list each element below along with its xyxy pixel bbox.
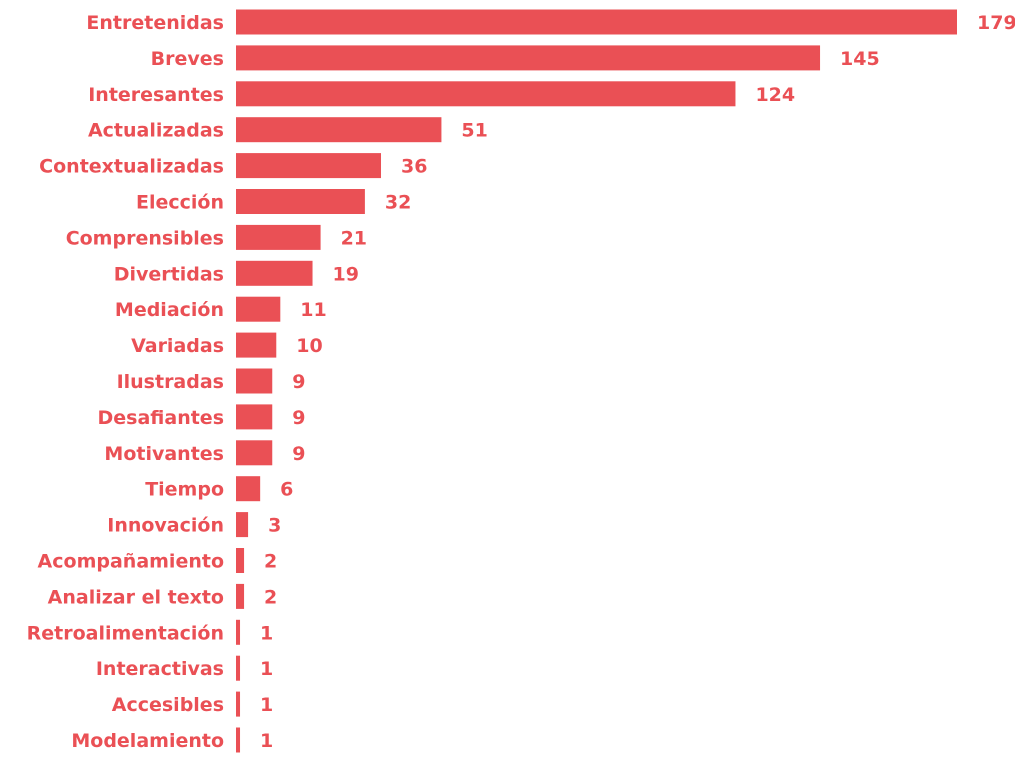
- bar-breves: [236, 45, 821, 71]
- bar-comprensibles: [236, 224, 321, 250]
- bar-retroalimentacion: [236, 619, 241, 645]
- value-label-analizar-el-texto: 2: [264, 586, 277, 608]
- category-label-entretenidas: Entretenidas: [86, 12, 224, 34]
- bar-acompanamiento: [236, 548, 245, 573]
- value-label-interactivas: 1: [260, 658, 273, 680]
- category-label-retroalimentacion: Retroalimentación: [27, 622, 224, 644]
- category-label-accesibles: Accesibles: [112, 694, 224, 716]
- bar-contextualizadas: [236, 153, 382, 179]
- category-label-breves: Breves: [151, 48, 224, 70]
- category-label-ilustradas: Ilustradas: [117, 371, 224, 393]
- value-label-retroalimentacion: 1: [260, 622, 273, 644]
- value-label-variadas: 10: [296, 335, 322, 357]
- value-label-breves: 145: [840, 48, 880, 70]
- value-label-interesantes: 124: [755, 84, 795, 106]
- bar-tiempo: [236, 476, 261, 502]
- category-label-variadas: Variadas: [131, 335, 224, 357]
- category-label-motivantes: Motivantes: [104, 443, 224, 465]
- bar-actualizadas: [236, 117, 442, 143]
- bar-variadas: [236, 332, 277, 358]
- value-label-innovacion: 3: [268, 515, 281, 537]
- bar-mediacion: [236, 296, 281, 322]
- bar-ilustradas: [236, 368, 273, 394]
- bar-analizar-el-texto: [236, 583, 245, 609]
- category-label-eleccion: Elección: [136, 192, 224, 214]
- value-label-tiempo: 6: [280, 479, 293, 501]
- value-label-comprensibles: 21: [341, 227, 367, 249]
- value-label-ilustradas: 9: [292, 371, 305, 393]
- value-label-acompanamiento: 2: [264, 551, 277, 573]
- bar-interesantes: [236, 81, 736, 107]
- value-label-contextualizadas: 36: [401, 156, 427, 178]
- value-label-divertidas: 19: [333, 263, 359, 285]
- bar-motivantes: [236, 440, 273, 466]
- category-label-innovacion: Innovación: [107, 515, 224, 537]
- value-label-desafiantes: 9: [292, 407, 305, 429]
- category-label-desafiantes: Desafiantes: [98, 407, 225, 429]
- category-label-tiempo: Tiempo: [145, 479, 224, 501]
- value-label-eleccion: 32: [385, 192, 411, 214]
- category-label-mediacion: Mediación: [115, 299, 224, 321]
- bar-eleccion: [236, 189, 365, 214]
- category-labels: Entretenidas Breves Interesantes Actualizad…: [27, 12, 224, 752]
- value-label-motivantes: 9: [292, 443, 305, 465]
- bar-innovacion: [236, 512, 249, 538]
- category-label-comprensibles: Comprensibles: [66, 227, 224, 249]
- category-label-divertidas: Divertidas: [114, 263, 224, 285]
- bar-divertidas: [236, 260, 313, 286]
- bars: [236, 9, 957, 753]
- bar-entretenidas: [236, 9, 957, 35]
- category-label-actualizadas: Actualizadas: [88, 120, 224, 142]
- category-label-interactivas: Interactivas: [96, 658, 224, 680]
- bar-modelamiento: [236, 727, 241, 753]
- category-label-modelamiento: Modelamiento: [71, 730, 224, 752]
- category-label-contextualizadas: Contextualizadas: [39, 156, 224, 178]
- value-label-accesibles: 1: [260, 694, 273, 716]
- value-label-modelamiento: 1: [260, 730, 273, 752]
- value-label-mediacion: 11: [300, 299, 326, 321]
- bar-accesibles: [236, 691, 241, 717]
- category-label-acompanamiento: Acompañamiento: [38, 551, 224, 573]
- category-label-analizar-el-texto: Analizar el texto: [48, 586, 224, 608]
- category-label-interesantes: Interesantes: [88, 84, 224, 106]
- value-label-actualizadas: 51: [461, 120, 487, 142]
- bar-desafiantes: [236, 404, 273, 430]
- value-label-entretenidas: 179: [977, 12, 1015, 34]
- bar-interactivas: [236, 655, 241, 681]
